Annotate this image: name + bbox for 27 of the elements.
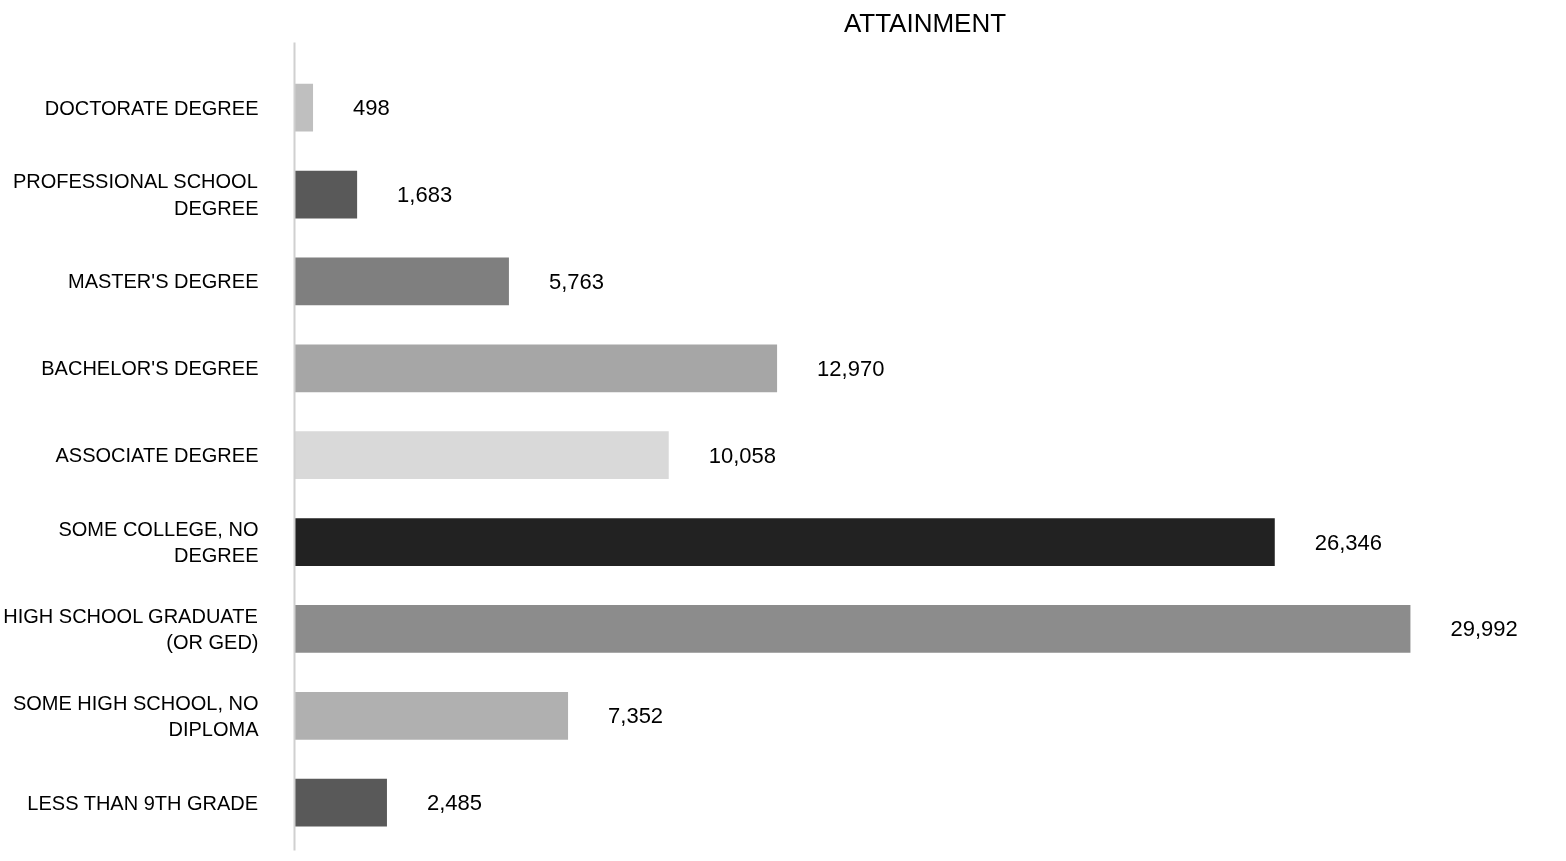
data-label: 1,683 (397, 182, 453, 208)
y-tick-label: SOME HIGH SCHOOL, NO DIPLOMA (12, 691, 260, 741)
y-tick-label: SOME COLLEGE, NO DEGREE (58, 517, 259, 567)
y-tick-label: MASTER'S DEGREE (67, 270, 259, 293)
data-label: 12,970 (817, 355, 885, 381)
bar (294, 691, 569, 740)
y-tick-label: LESS THAN 9TH GRADE (27, 791, 259, 814)
chart-title: ATTAINMENT (843, 7, 1007, 38)
bar (294, 170, 358, 219)
data-label: 7,352 (608, 703, 664, 729)
y-tick-label: PROFESSIONAL SCHOOL DEGREE (12, 170, 259, 219)
y-tick-label: ASSOCIATE DEGREE (55, 444, 259, 467)
bar (294, 518, 1275, 566)
bar (294, 83, 314, 132)
y-tick-label: HIGH SCHOOL GRADUATE (OR GED) (3, 604, 259, 654)
bar (294, 257, 509, 306)
bar (294, 344, 778, 393)
data-label: 26,346 (1314, 529, 1383, 555)
data-label: 498 (353, 95, 390, 121)
data-label: 2,485 (426, 790, 483, 816)
y-tick-label: BACHELOR'S DEGREE (41, 357, 259, 380)
data-label: 29,992 (1450, 616, 1518, 642)
data-label: 5,763 (548, 268, 604, 294)
bar (294, 778, 387, 827)
y-tick-label: DOCTORATE DEGREE (44, 96, 259, 119)
bar (294, 605, 1411, 653)
data-label: 10,058 (708, 442, 777, 468)
